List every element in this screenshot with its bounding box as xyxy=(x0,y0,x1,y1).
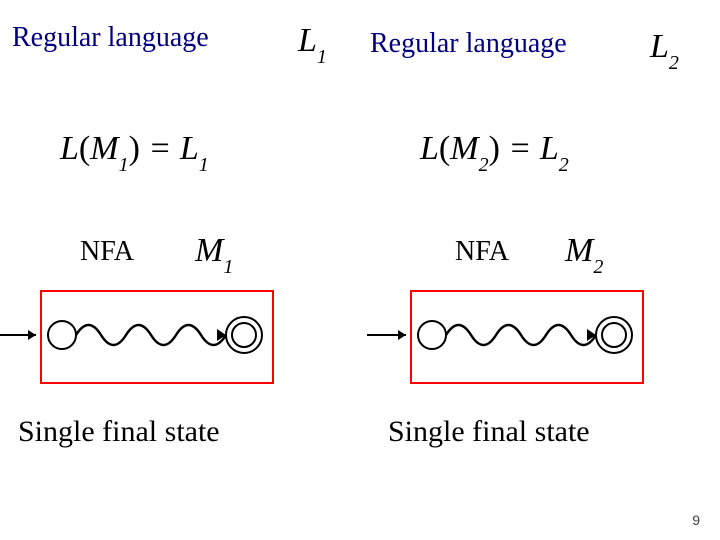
right-lang-symbol: L2 xyxy=(650,28,679,71)
page-number: 9 xyxy=(692,512,700,528)
right-machine-symbol: M2 xyxy=(565,232,603,275)
right-nfa-label: NFA xyxy=(455,236,509,268)
right-title: Regular language xyxy=(370,28,567,60)
left-lang-symbol: L1 xyxy=(298,22,327,65)
left-equation: L(M1) = L1 xyxy=(60,130,209,173)
right-nfa-diagram xyxy=(365,280,650,390)
left-nfa-label: NFA xyxy=(80,236,134,268)
left-caption: Single final state xyxy=(18,415,220,449)
right-equation: L(M2) = L2 xyxy=(420,130,569,173)
right-caption: Single final state xyxy=(388,415,590,449)
left-title: Regular language xyxy=(12,22,209,54)
left-nfa-diagram xyxy=(0,280,280,390)
left-machine-symbol: M1 xyxy=(195,232,233,275)
